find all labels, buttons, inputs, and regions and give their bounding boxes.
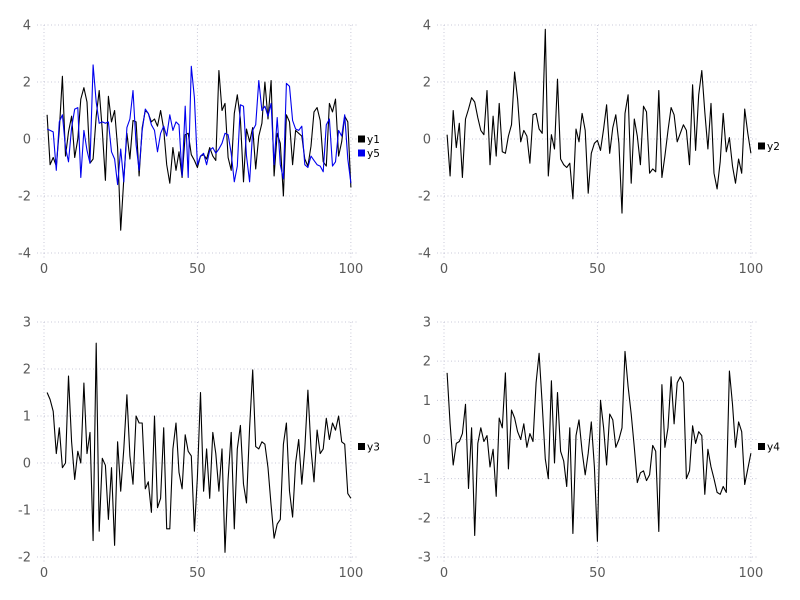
- chart-y1-y5-svg: -4 -2 0 2 4 0 50 100 y1 y5: [18, 19, 380, 278]
- chart-y2: -4 -2 0 2 4 0 50 100 y2: [400, 0, 800, 300]
- y-tick-label: 2: [23, 363, 31, 378]
- series-y3-line: [46, 342, 352, 553]
- x-tick-label: 50: [189, 566, 206, 581]
- y-tick-label: 4: [423, 19, 431, 34]
- legend-swatch-y2: [758, 142, 765, 150]
- chart-y1-y5: -4 -2 0 2 4 0 50 100 y1 y5: [0, 0, 400, 300]
- y-tick-label: 1: [23, 410, 31, 425]
- legend-label-y4: y4: [767, 442, 780, 454]
- x-tick-label: 100: [338, 262, 363, 277]
- x-tick-label: 50: [589, 262, 606, 277]
- x-tick-label: 50: [589, 566, 606, 581]
- chart-y3-svg: -2 -1 0 1 2 3 0 50 100 y3: [18, 316, 380, 582]
- y-tick-label: 0: [23, 133, 31, 148]
- x-tick-label: 0: [440, 566, 448, 581]
- x-tick-label: 100: [738, 262, 763, 277]
- x-tick-label: 0: [40, 262, 48, 277]
- y-tick-label: 2: [423, 76, 431, 91]
- y-tick-label: -4: [18, 247, 31, 262]
- legend-swatch-y5: [358, 149, 365, 157]
- y-tick-label: 2: [423, 355, 431, 370]
- legend-label-y2: y2: [767, 141, 780, 153]
- y-tick-label: 1: [423, 394, 431, 409]
- legend-label-y5: y5: [367, 148, 380, 160]
- legend-label-y3: y3: [367, 442, 380, 454]
- chart-y4: -3 -2 -1 0 1 2 3 0 50 100 y4: [400, 300, 800, 600]
- y-tick-label: -2: [18, 551, 31, 566]
- y-tick-label: -2: [18, 190, 31, 205]
- chart-y2-svg: -4 -2 0 2 4 0 50 100 y2: [418, 19, 780, 278]
- x-tick-label: 100: [738, 566, 763, 581]
- y-tick-label: -1: [18, 504, 31, 519]
- y-tick-label: 0: [423, 433, 431, 448]
- chart-y3: -2 -1 0 1 2 3 0 50 100 y3: [0, 300, 400, 600]
- chart-y4-svg: -3 -2 -1 0 1 2 3 0 50 100 y4: [418, 316, 780, 582]
- y-tick-label: 0: [23, 457, 31, 472]
- x-tick-label: 0: [440, 262, 448, 277]
- y-tick-label: 0: [423, 133, 431, 148]
- series-y4-line: [446, 350, 752, 542]
- y-tick-label: 2: [23, 76, 31, 91]
- x-tick-label: 100: [338, 566, 363, 581]
- y-tick-label: -4: [418, 247, 431, 262]
- y-tick-label: -2: [418, 511, 431, 526]
- legend-swatch-y1: [358, 135, 365, 143]
- x-tick-label: 50: [189, 262, 206, 277]
- y-tick-label: 4: [23, 19, 31, 34]
- y-tick-label: -3: [418, 551, 431, 566]
- legend-swatch-y4: [758, 443, 765, 450]
- y-tick-label: 3: [23, 316, 31, 331]
- y-tick-label: -2: [418, 190, 431, 205]
- series-y5-line: [46, 64, 352, 186]
- y-tick-label: 3: [423, 316, 431, 331]
- y-tick-label: -1: [418, 472, 431, 487]
- series-y2-line: [446, 28, 752, 214]
- legend-swatch-y3: [358, 443, 365, 450]
- x-tick-label: 0: [40, 566, 48, 581]
- legend-label-y1: y1: [367, 134, 380, 146]
